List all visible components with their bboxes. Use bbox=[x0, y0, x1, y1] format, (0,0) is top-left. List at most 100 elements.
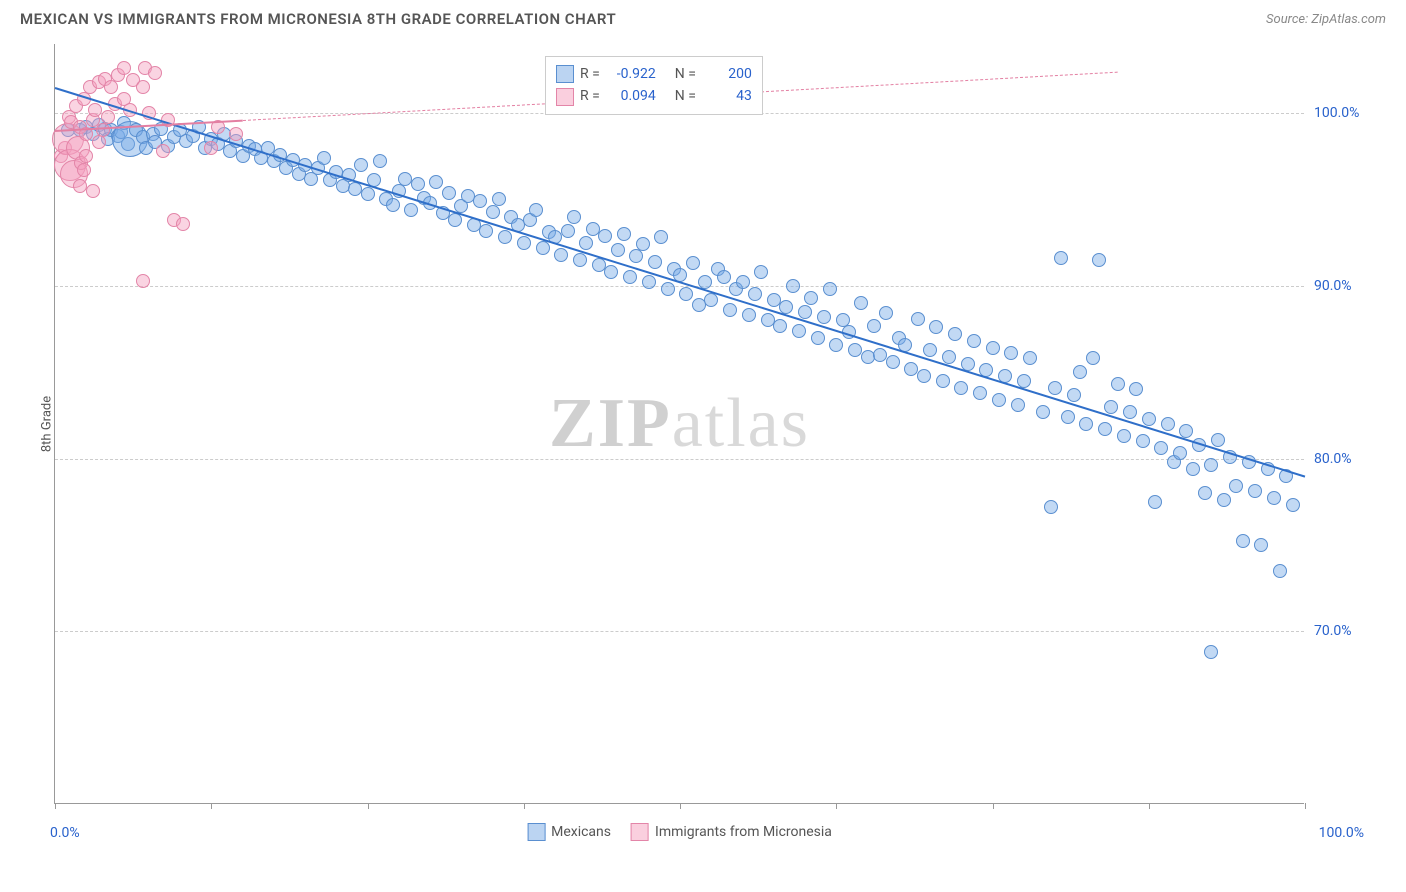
data-point bbox=[354, 158, 368, 172]
x-tick bbox=[993, 803, 994, 809]
n-label: N = bbox=[675, 63, 696, 85]
legend-swatch bbox=[556, 88, 574, 106]
data-point bbox=[1111, 377, 1125, 391]
n-label: N = bbox=[675, 85, 696, 107]
data-point bbox=[1142, 412, 1156, 426]
data-point bbox=[973, 386, 987, 400]
gridline bbox=[55, 459, 1304, 460]
data-point bbox=[554, 248, 568, 262]
data-point bbox=[723, 303, 737, 317]
r-value: -0.922 bbox=[606, 63, 656, 85]
data-point bbox=[604, 265, 618, 279]
x-tick bbox=[836, 803, 837, 809]
legend-label: Immigrants from Micronesia bbox=[655, 824, 832, 840]
data-point bbox=[86, 184, 100, 198]
data-point bbox=[386, 198, 400, 212]
data-point bbox=[636, 237, 650, 251]
data-point bbox=[229, 127, 243, 141]
data-point bbox=[879, 306, 893, 320]
data-point bbox=[77, 163, 91, 177]
data-point bbox=[1023, 351, 1037, 365]
data-point bbox=[629, 249, 643, 263]
n-value: 43 bbox=[702, 85, 752, 107]
data-point bbox=[617, 227, 631, 241]
data-point bbox=[148, 66, 162, 80]
data-point bbox=[686, 256, 700, 270]
data-point bbox=[742, 308, 756, 322]
data-point bbox=[886, 355, 900, 369]
data-point bbox=[811, 331, 825, 345]
data-point bbox=[567, 210, 581, 224]
data-point bbox=[1148, 495, 1162, 509]
n-value: 200 bbox=[702, 63, 752, 85]
data-point bbox=[317, 151, 331, 165]
data-point bbox=[954, 381, 968, 395]
r-label: R = bbox=[580, 63, 600, 85]
data-point bbox=[986, 341, 1000, 355]
data-point bbox=[1273, 564, 1287, 578]
data-point bbox=[942, 350, 956, 364]
r-value: 0.094 bbox=[606, 85, 656, 107]
data-point bbox=[79, 149, 93, 163]
data-point bbox=[204, 141, 218, 155]
x-axis-max-label: 100.0% bbox=[1319, 825, 1364, 841]
data-point bbox=[923, 343, 937, 357]
legend-item: Mexicans bbox=[527, 823, 611, 841]
y-tick-label: 100.0% bbox=[1314, 105, 1384, 121]
data-point bbox=[486, 205, 500, 219]
data-point bbox=[1254, 538, 1268, 552]
legend-item: Immigrants from Micronesia bbox=[631, 823, 832, 841]
data-point bbox=[1036, 405, 1050, 419]
data-point bbox=[1248, 484, 1262, 498]
data-point bbox=[1054, 251, 1068, 265]
data-point bbox=[1117, 429, 1131, 443]
data-point bbox=[1198, 486, 1212, 500]
data-point bbox=[754, 265, 768, 279]
y-axis-title: 8th Grade bbox=[40, 395, 55, 451]
legend-swatch bbox=[556, 65, 574, 83]
correlation-scatter-chart: 8th Grade ZIPatlas 70.0%80.0%90.0%100.0%… bbox=[54, 44, 1304, 804]
legend-swatch bbox=[527, 823, 545, 841]
data-point bbox=[1048, 381, 1062, 395]
data-point bbox=[854, 296, 868, 310]
trend-line bbox=[55, 87, 1306, 478]
data-point bbox=[536, 241, 550, 255]
x-tick bbox=[211, 803, 212, 809]
data-point bbox=[1211, 433, 1225, 447]
data-point bbox=[936, 374, 950, 388]
gridline bbox=[55, 631, 1304, 632]
data-point bbox=[1204, 458, 1218, 472]
x-tick bbox=[524, 803, 525, 809]
y-tick-label: 90.0% bbox=[1314, 278, 1384, 294]
data-point bbox=[517, 236, 531, 250]
data-point bbox=[448, 213, 462, 227]
source-attribution: Source: ZipAtlas.com bbox=[1266, 12, 1386, 27]
data-point bbox=[479, 224, 493, 238]
data-point bbox=[1286, 498, 1300, 512]
data-point bbox=[773, 319, 787, 333]
series-legend: Mexicans Immigrants from Micronesia bbox=[527, 823, 832, 841]
data-point bbox=[561, 224, 575, 238]
data-point bbox=[411, 177, 425, 191]
data-point bbox=[429, 175, 443, 189]
data-point bbox=[736, 275, 750, 289]
r-label: R = bbox=[580, 85, 600, 107]
data-point bbox=[1173, 446, 1187, 460]
data-point bbox=[917, 369, 931, 383]
data-point bbox=[967, 334, 981, 348]
data-point bbox=[1011, 398, 1025, 412]
data-point bbox=[611, 243, 625, 257]
x-tick bbox=[368, 803, 369, 809]
data-point bbox=[473, 194, 487, 208]
stats-row: R = 0.094 N = 43 bbox=[556, 85, 752, 107]
header: MEXICAN VS IMMIGRANTS FROM MICRONESIA 8T… bbox=[0, 0, 1406, 34]
data-point bbox=[1079, 417, 1093, 431]
data-point bbox=[579, 236, 593, 250]
data-point bbox=[96, 123, 110, 137]
data-point bbox=[498, 230, 512, 244]
data-point bbox=[1204, 645, 1218, 659]
data-point bbox=[598, 229, 612, 243]
x-tick bbox=[680, 803, 681, 809]
data-point bbox=[817, 310, 831, 324]
data-point bbox=[176, 217, 190, 231]
